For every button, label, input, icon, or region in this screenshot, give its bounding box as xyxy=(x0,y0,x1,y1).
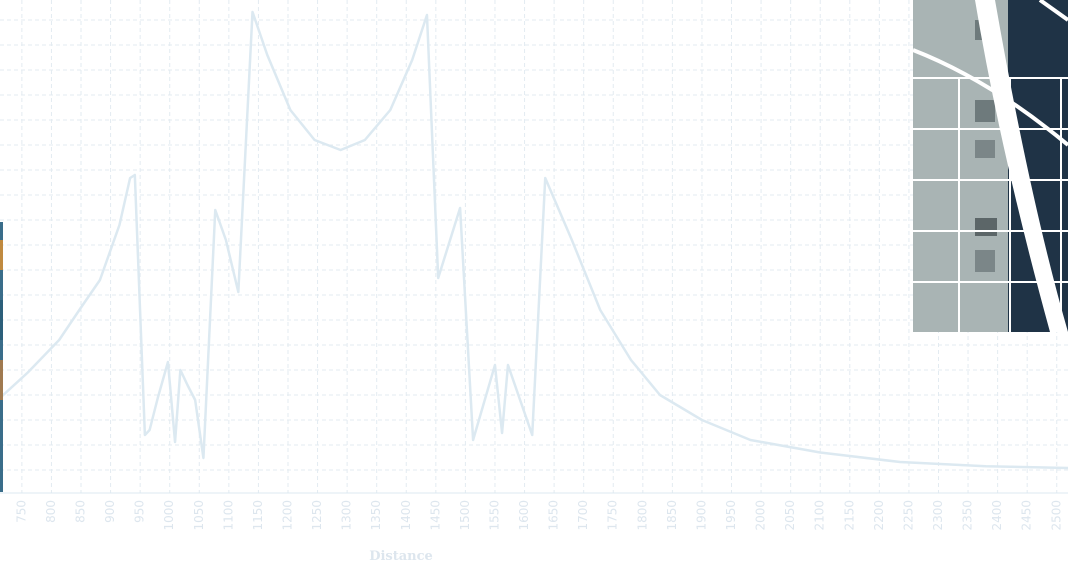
x-tick-label: 800 xyxy=(44,500,58,523)
x-tick-label: 950 xyxy=(133,500,147,523)
x-tick-label: 2050 xyxy=(783,500,797,531)
photo-inset xyxy=(912,0,1068,332)
x-tick-label: 1750 xyxy=(606,500,620,531)
x-tick-label: 2150 xyxy=(842,500,856,531)
x-tick-label: 900 xyxy=(103,500,117,523)
x-tick-label: 1300 xyxy=(340,500,354,531)
x-tick-label: 1550 xyxy=(487,500,501,531)
x-tick-label: 1000 xyxy=(162,500,176,531)
x-tick-label: 1700 xyxy=(576,500,590,531)
x-tick-label: 1950 xyxy=(724,500,738,531)
x-tick-label: 2100 xyxy=(813,500,827,531)
x-tick-label: 1050 xyxy=(192,500,206,531)
x-tick-label: 750 xyxy=(14,500,28,523)
x-tick-label: 2250 xyxy=(901,500,915,531)
x-tick-label: 1600 xyxy=(517,500,531,531)
left-image-strip xyxy=(0,222,3,492)
data-line xyxy=(0,10,1068,470)
x-tick-label: 1100 xyxy=(221,500,235,531)
x-tick-label: 1200 xyxy=(280,500,294,531)
x-axis-label: Distance xyxy=(369,549,433,564)
x-tick-label: 850 xyxy=(74,500,88,523)
x-tick-label: 1450 xyxy=(428,500,442,531)
x-tick-label: 1900 xyxy=(694,500,708,531)
x-tick-label: 2200 xyxy=(872,500,886,531)
x-tick-label: 1800 xyxy=(635,500,649,531)
x-tick-label: 2000 xyxy=(754,500,768,531)
x-tick-label: 2400 xyxy=(990,500,1004,531)
x-tick-label: 1650 xyxy=(547,500,561,531)
x-tick-label: 2500 xyxy=(1049,500,1063,531)
x-tick-label: 1500 xyxy=(458,500,472,531)
x-tick-label: 1150 xyxy=(251,500,265,531)
x-tick-label: 1350 xyxy=(369,500,383,531)
x-tick-label: 2350 xyxy=(961,500,975,531)
plot xyxy=(0,10,1068,470)
x-tick-label: 1250 xyxy=(310,500,324,531)
x-tick-label: 1400 xyxy=(399,500,413,531)
x-tick-label: 1850 xyxy=(665,500,679,531)
x-tick-label: 2300 xyxy=(931,500,945,531)
x-tick-label: 2450 xyxy=(1020,500,1034,531)
